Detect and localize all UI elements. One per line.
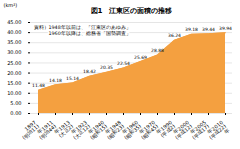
- svg-text:11.48: 11.48: [32, 83, 45, 88]
- svg-text:15.00: 15.00: [7, 80, 21, 86]
- svg-text:10.00: 10.00: [7, 90, 21, 96]
- svg-text:(km²): (km²): [4, 2, 18, 8]
- svg-text:図1 江東区の面積の推移: 図1 江東区の面積の推移: [91, 7, 173, 15]
- svg-text:15.14: 15.14: [66, 76, 79, 81]
- svg-text:39.44: 39.44: [202, 27, 215, 32]
- svg-text:36.24: 36.24: [168, 33, 181, 38]
- svg-text:1940(昭和15)年: 1940(昭和15)年: [86, 119, 112, 144]
- svg-text:25.00: 25.00: [7, 60, 21, 66]
- svg-text:1948(昭和23)年: 1948(昭和23)年: [103, 119, 129, 144]
- svg-text:18.42: 18.42: [83, 69, 96, 74]
- svg-text:0.00: 0.00: [10, 110, 21, 116]
- svg-text:20.00: 20.00: [7, 70, 21, 76]
- svg-text:28.88: 28.88: [151, 48, 164, 53]
- svg-text:1923(大正12)年: 1923(大正12)年: [69, 119, 95, 144]
- svg-text:22.54: 22.54: [117, 61, 130, 66]
- svg-text:20.35: 20.35: [100, 65, 113, 70]
- svg-text:1970(昭和45)年: 1970(昭和45)年: [137, 119, 163, 144]
- svg-text:1960(昭和35)年: 1960(昭和35)年: [120, 119, 146, 144]
- svg-text:資料）1948年以前は、「江東区のあゆみ」 1960年以: 資料）1948年以前は、「江東区のあゆみ」 1960年以降は、総務省「国勢調査」: [34, 24, 131, 36]
- svg-text:25.69: 25.69: [134, 55, 147, 60]
- svg-text:1897(明治11)年: 1897(明治11)年: [18, 119, 44, 144]
- svg-text:35.00: 35.00: [7, 39, 21, 45]
- svg-text:5.00: 5.00: [10, 100, 21, 106]
- svg-text:40.00: 40.00: [7, 29, 21, 35]
- svg-text:2005(平成17)年: 2005(平成17)年: [188, 119, 214, 144]
- svg-text:30.00: 30.00: [7, 49, 21, 55]
- svg-text:39.94: 39.94: [219, 26, 232, 31]
- svg-text:2000(平成12)年: 2000(平成12)年: [171, 119, 197, 144]
- svg-text:1911(明治44)年: 1911(明治44)年: [35, 119, 61, 144]
- svg-text:45.00: 45.00: [7, 19, 21, 25]
- svg-text:14.18: 14.18: [49, 78, 62, 83]
- svg-text:39.18: 39.18: [185, 27, 198, 32]
- svg-text:2010(平成22)年: 2010(平成22)年: [205, 119, 231, 144]
